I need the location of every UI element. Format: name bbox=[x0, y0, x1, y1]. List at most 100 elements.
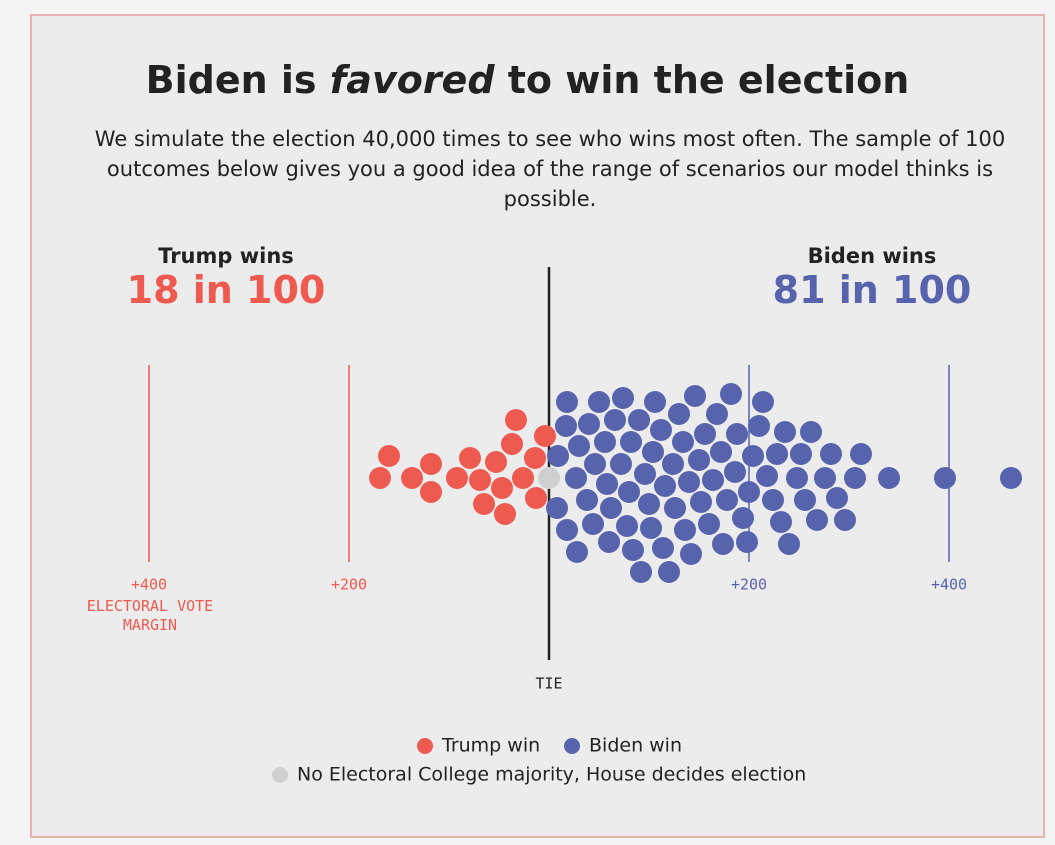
outcome-dot bbox=[369, 467, 391, 489]
outcome-dot bbox=[742, 445, 764, 467]
outcome-dot bbox=[752, 391, 774, 413]
outcome-dot bbox=[736, 531, 758, 553]
outcome-dot bbox=[844, 467, 866, 489]
outcome-dot bbox=[600, 497, 622, 519]
outcome-dot bbox=[578, 413, 600, 435]
outcome-dot bbox=[566, 541, 588, 563]
outcome-dot bbox=[630, 561, 652, 583]
outcome-dot bbox=[556, 519, 578, 541]
chart-title: Biden is favored to win the election bbox=[0, 58, 1055, 102]
outcome-dot bbox=[794, 489, 816, 511]
outcome-dot bbox=[588, 391, 610, 413]
outcome-dot bbox=[684, 385, 706, 407]
outcome-dot bbox=[640, 517, 662, 539]
outcome-dot bbox=[555, 415, 577, 437]
outcome-dot bbox=[850, 443, 872, 465]
outcome-dot bbox=[672, 431, 694, 453]
title-text: Biden is bbox=[145, 58, 317, 102]
outcome-dot bbox=[668, 403, 690, 425]
outcome-dot bbox=[878, 467, 900, 489]
outcome-dot bbox=[612, 387, 634, 409]
legend-label: No Electoral College majority, House dec… bbox=[297, 764, 806, 786]
outcome-dot bbox=[628, 409, 650, 431]
headline-value: 81 in 100 bbox=[772, 268, 972, 312]
outcome-dot bbox=[469, 469, 491, 491]
outcome-dot bbox=[618, 481, 640, 503]
outcome-dot bbox=[524, 447, 546, 469]
outcome-dot bbox=[678, 471, 700, 493]
outcome-dot bbox=[814, 467, 836, 489]
outcome-dot bbox=[604, 409, 626, 431]
outcome-dot bbox=[778, 533, 800, 555]
outcome-dot bbox=[694, 423, 716, 445]
outcome-dot bbox=[547, 445, 569, 467]
x-tick-label: +200 bbox=[331, 576, 367, 594]
outcome-dot bbox=[690, 491, 712, 513]
outcome-dot bbox=[762, 489, 784, 511]
title-emphasis: favored bbox=[329, 58, 495, 102]
outcome-dot bbox=[582, 513, 604, 535]
outcome-dot bbox=[584, 453, 606, 475]
outcome-dot bbox=[662, 453, 684, 475]
outcome-dot bbox=[680, 543, 702, 565]
outcome-dot bbox=[485, 451, 507, 473]
headline-label: Biden wins bbox=[807, 244, 937, 268]
x-axis-label: ELECTORAL VOTE MARGIN bbox=[86, 597, 214, 634]
card bbox=[30, 14, 1045, 838]
outcome-dot bbox=[642, 441, 664, 463]
outcome-dot bbox=[716, 489, 738, 511]
outcome-dot bbox=[658, 561, 680, 583]
outcome-dot bbox=[473, 493, 495, 515]
subtitle: We simulate the election 40,000 times to… bbox=[94, 127, 1006, 211]
legend-swatch bbox=[564, 738, 580, 754]
outcome-dot bbox=[702, 469, 724, 491]
outcome-dot bbox=[724, 461, 746, 483]
outcome-dot bbox=[556, 391, 578, 413]
outcome-dot bbox=[634, 463, 656, 485]
outcome-dot bbox=[712, 533, 734, 555]
outcome-dot bbox=[748, 415, 770, 437]
headline: Biden wins 81 in 100 bbox=[742, 244, 1002, 312]
outcome-dot bbox=[756, 465, 778, 487]
outcome-dot bbox=[638, 493, 660, 515]
outcome-dot bbox=[654, 475, 676, 497]
outcome-dot bbox=[598, 531, 620, 553]
x-tick-label: +400 bbox=[931, 576, 967, 594]
outcome-dot bbox=[501, 433, 523, 455]
outcome-dot bbox=[664, 497, 686, 519]
x-tick-label: +400 bbox=[131, 576, 167, 594]
outcome-dot bbox=[622, 539, 644, 561]
outcome-dot bbox=[505, 409, 527, 431]
outcome-dot bbox=[738, 481, 760, 503]
outcome-dot bbox=[1000, 467, 1022, 489]
outcome-dot bbox=[401, 467, 423, 489]
outcome-dot bbox=[378, 445, 400, 467]
outcome-dot bbox=[834, 509, 856, 531]
outcome-dot bbox=[620, 431, 642, 453]
outcome-dot bbox=[594, 431, 616, 453]
legend-label: Biden win bbox=[589, 735, 682, 757]
outcome-dot bbox=[616, 515, 638, 537]
legend-swatch bbox=[417, 738, 433, 754]
outcome-dot bbox=[688, 449, 710, 471]
x-tick-label: TIE bbox=[535, 675, 562, 693]
headline-value: 18 in 100 bbox=[126, 268, 326, 312]
legend-swatch bbox=[272, 767, 288, 783]
outcome-dot bbox=[720, 383, 742, 405]
outcome-dot bbox=[800, 421, 822, 443]
outcome-dot bbox=[934, 467, 956, 489]
outcome-dot bbox=[459, 447, 481, 469]
outcome-dot bbox=[650, 419, 672, 441]
outcome-dot bbox=[512, 467, 534, 489]
outcome-dot bbox=[770, 511, 792, 533]
outcome-dot bbox=[525, 487, 547, 509]
outcome-dot bbox=[652, 537, 674, 559]
outcome-dot bbox=[546, 497, 568, 519]
outcome-dot bbox=[565, 467, 587, 489]
outcome-dot bbox=[820, 443, 842, 465]
outcome-dot bbox=[806, 509, 828, 531]
outcome-dot bbox=[826, 487, 848, 509]
title-text: to win the election bbox=[507, 58, 910, 102]
outcome-dot bbox=[726, 423, 748, 445]
